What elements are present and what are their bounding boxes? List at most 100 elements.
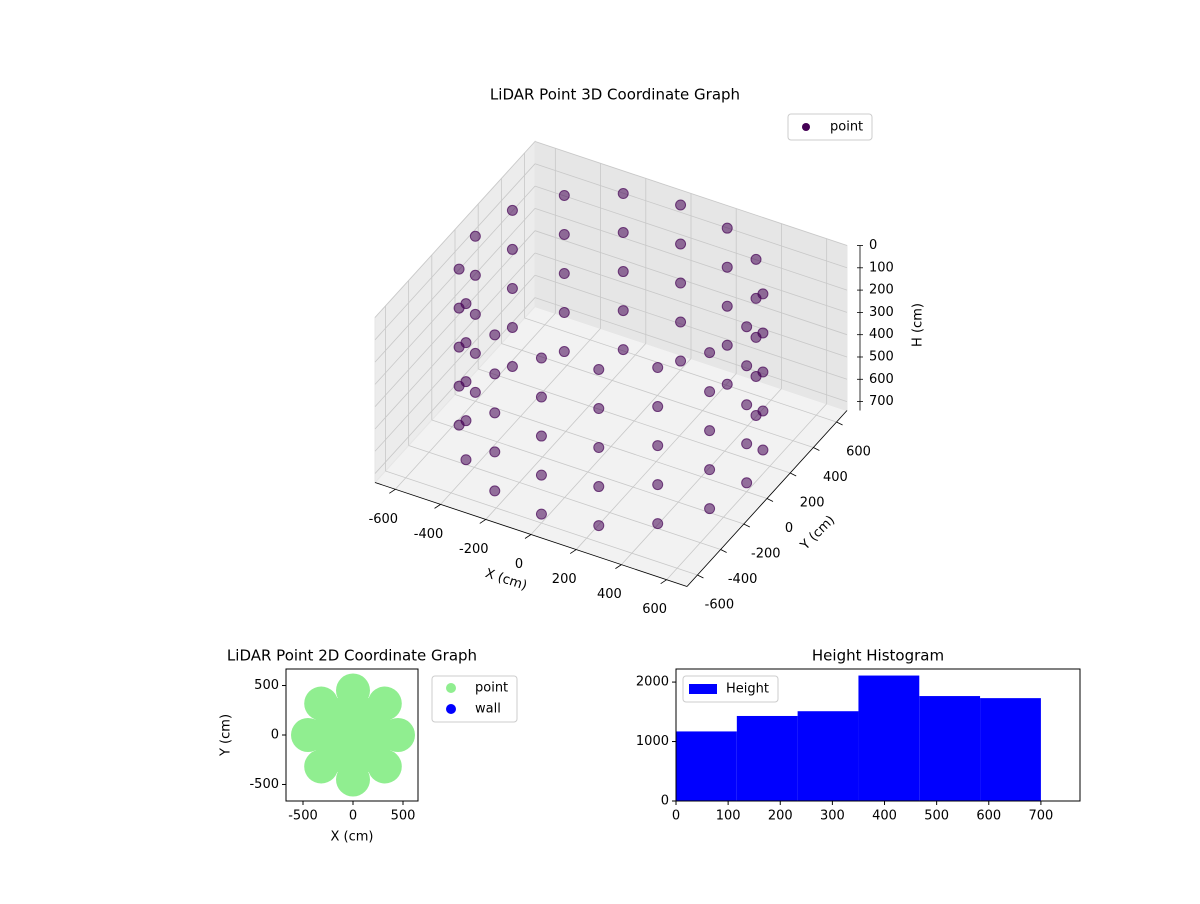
point	[741, 438, 753, 450]
grid-line	[534, 185, 848, 291]
point	[750, 253, 762, 265]
tick-mark	[569, 549, 577, 554]
point	[506, 204, 518, 216]
grid-line	[534, 141, 848, 246]
legend-label: point	[830, 120, 863, 135]
point	[721, 300, 733, 312]
point	[460, 454, 472, 466]
point	[750, 292, 762, 304]
tick-mark	[524, 534, 532, 539]
point	[453, 263, 465, 275]
x-tick-label: 400	[597, 587, 622, 602]
legend-marker	[446, 704, 456, 714]
tick-mark	[836, 421, 843, 426]
legend-marker	[802, 123, 810, 131]
point	[704, 464, 716, 476]
point	[675, 199, 687, 211]
point	[593, 363, 605, 375]
grid-line	[385, 470, 698, 576]
x-tick-label: 500	[391, 809, 416, 824]
point	[617, 344, 629, 356]
point	[506, 360, 518, 372]
point	[704, 425, 716, 437]
y-tick-label: -600	[705, 598, 735, 613]
point	[489, 485, 501, 497]
legend-marker	[689, 684, 717, 694]
plot-area	[291, 673, 415, 797]
x-tick-label: 100	[716, 809, 741, 824]
x-tick-label: 600	[642, 602, 667, 617]
point	[617, 188, 629, 200]
grid-line	[534, 274, 848, 380]
point	[675, 355, 687, 367]
point	[336, 762, 370, 797]
point	[381, 718, 415, 752]
grid-line	[374, 141, 536, 318]
point	[593, 403, 605, 415]
point	[652, 440, 664, 452]
x-tick-label: 500	[924, 809, 949, 824]
point	[506, 243, 518, 255]
point	[535, 352, 547, 364]
point	[721, 222, 733, 234]
grid-line	[534, 252, 848, 358]
tick-mark	[434, 504, 441, 509]
point	[367, 686, 402, 721]
tick-mark	[615, 564, 622, 569]
point	[617, 305, 629, 317]
tick-mark	[479, 519, 487, 524]
point	[741, 321, 753, 333]
bar	[980, 698, 1041, 801]
x-tick-label: 200	[552, 572, 577, 587]
point	[506, 321, 518, 333]
chart-title: Height Histogram	[812, 647, 944, 665]
point	[489, 446, 501, 458]
point	[453, 341, 465, 353]
bar	[797, 711, 859, 801]
point	[757, 444, 769, 456]
point	[652, 518, 664, 530]
x-tick-label: 400	[872, 809, 897, 824]
point	[741, 360, 753, 372]
point	[593, 481, 605, 493]
bar	[736, 715, 798, 801]
point	[750, 370, 762, 382]
point	[617, 227, 629, 239]
point	[489, 407, 501, 419]
grid-line	[534, 208, 848, 313]
point	[535, 469, 547, 481]
x-tick-label: 600	[976, 809, 1001, 824]
y-axis-label: Y (cm)	[219, 714, 234, 757]
z-tick-label: 300	[869, 305, 894, 320]
point	[593, 520, 605, 532]
point	[652, 362, 664, 374]
y-tick-label: -200	[751, 547, 781, 562]
x-tick-label: -400	[414, 527, 444, 542]
legend-label: point	[475, 681, 508, 696]
y-tick-label: 200	[800, 495, 825, 510]
x-tick-label: -500	[288, 809, 318, 824]
point	[489, 368, 501, 380]
point	[558, 189, 570, 201]
x-tick-label: 700	[1028, 809, 1053, 824]
grid-line	[374, 208, 536, 385]
point	[469, 347, 481, 359]
tick-mark	[790, 472, 797, 477]
x-tick-label: 200	[768, 809, 793, 824]
legend-marker	[446, 683, 456, 693]
point	[750, 409, 762, 421]
point	[675, 277, 687, 289]
x-tick-label: 300	[820, 809, 845, 824]
z-tick-label: 200	[869, 283, 894, 298]
point	[506, 282, 518, 294]
z-tick-label: 400	[869, 327, 894, 342]
point	[469, 230, 481, 242]
point	[721, 339, 733, 351]
y-tick-label: 0	[661, 794, 669, 809]
point	[291, 718, 325, 752]
grid-line	[374, 163, 536, 341]
x-tick-label: -200	[459, 542, 489, 557]
point	[469, 386, 481, 398]
point	[535, 391, 547, 403]
point	[367, 749, 402, 784]
